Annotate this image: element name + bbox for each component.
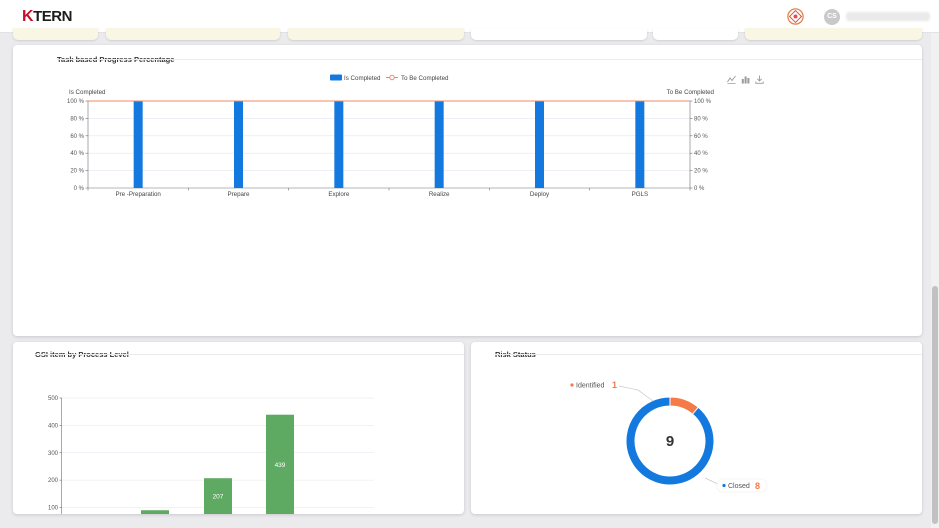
company-logo[interactable]: KTERN [22, 8, 72, 26]
line-chart-icon[interactable] [727, 75, 736, 84]
scrollbar-thumb[interactable] [932, 286, 938, 524]
stat-card[interactable] [288, 28, 464, 40]
top-bar: KTERN CS [0, 0, 939, 33]
logo-text: TERN [33, 8, 72, 25]
bar-chart-icon[interactable] [741, 75, 750, 84]
divider [495, 354, 922, 355]
user-name-redacted [846, 12, 930, 21]
divider [57, 59, 922, 60]
progress-card: Task based Progress Percentage [13, 45, 922, 336]
organization-icon[interactable] [787, 8, 804, 25]
stat-card[interactable] [653, 28, 738, 40]
stat-card[interactable] [106, 28, 280, 40]
stat-card[interactable] [13, 28, 98, 40]
user-avatar[interactable]: CS [824, 9, 840, 25]
stat-card[interactable] [471, 28, 647, 40]
risk-card: Risk Status [471, 342, 922, 514]
stat-card[interactable] [745, 28, 922, 40]
gsi-card: GSI item by Process Level [13, 342, 464, 514]
divider [35, 354, 464, 355]
logo-mark: K [22, 8, 34, 25]
download-icon[interactable] [755, 75, 764, 84]
scrollbar-track[interactable] [931, 33, 939, 528]
